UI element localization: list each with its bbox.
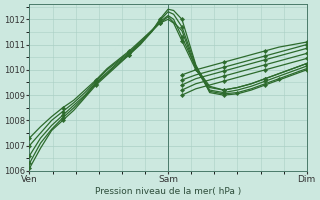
X-axis label: Pression niveau de la mer( hPa ): Pression niveau de la mer( hPa ) <box>95 187 241 196</box>
